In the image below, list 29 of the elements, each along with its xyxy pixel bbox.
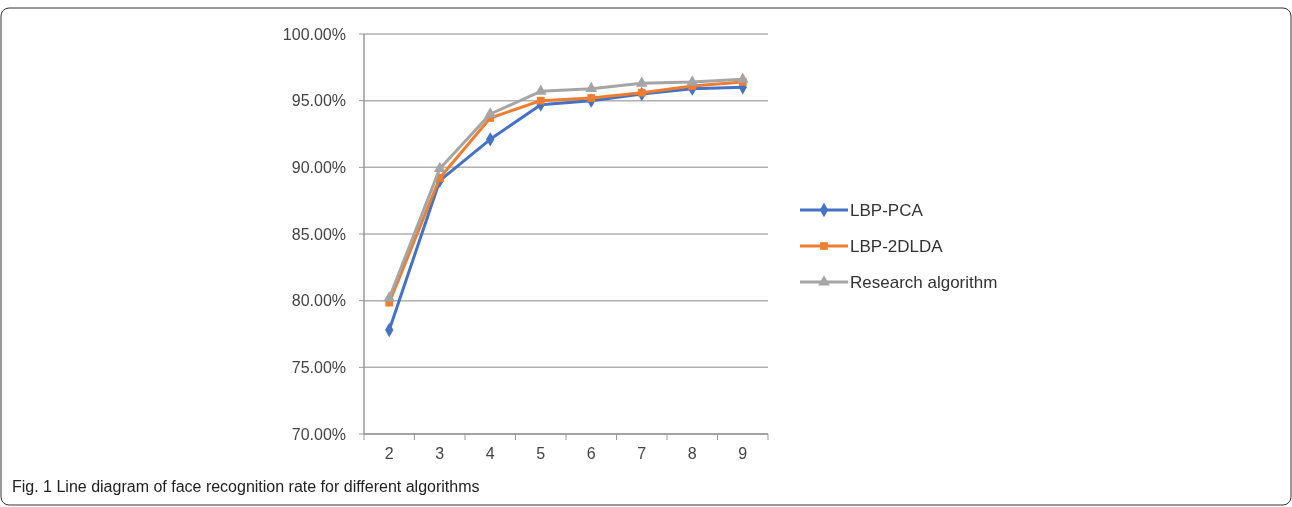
point (433, 161, 446, 173)
x-tick-label: 4 (485, 445, 495, 462)
x-tick-label: 9 (738, 445, 748, 462)
point (637, 88, 646, 97)
point (587, 94, 596, 102)
y-tick-label: 95.00% (291, 92, 346, 110)
legend-label: LBP-2DLDA (850, 236, 944, 256)
point (383, 291, 396, 302)
point (536, 96, 545, 105)
legend-label: Research algorithm (850, 272, 998, 292)
y-tick-label: 90.00% (291, 158, 346, 176)
y-tick-label: 80.00% (291, 292, 346, 310)
point (585, 81, 598, 93)
point (635, 76, 648, 87)
x-tick-label: 8 (687, 445, 697, 462)
y-tick-label: 70.00% (291, 425, 346, 443)
x-tick-label: 3 (435, 445, 445, 462)
point (484, 107, 497, 118)
x-tick-label: 7 (637, 445, 647, 462)
x-tick-label: 5 (536, 445, 546, 462)
point (736, 72, 749, 83)
y-tick-label: 100.00% (282, 25, 346, 43)
text: Fig. 1 Line diagram of face recognition rate for different algorithms (12, 478, 480, 495)
y-tick-label: 75.00% (291, 358, 346, 376)
legend-label: LBP-PCA (850, 200, 924, 220)
y-tick-label: 85.00% (291, 225, 346, 243)
x-tick-label: 6 (586, 445, 596, 462)
x-tick-label: 2 (384, 445, 394, 462)
point (686, 75, 699, 86)
